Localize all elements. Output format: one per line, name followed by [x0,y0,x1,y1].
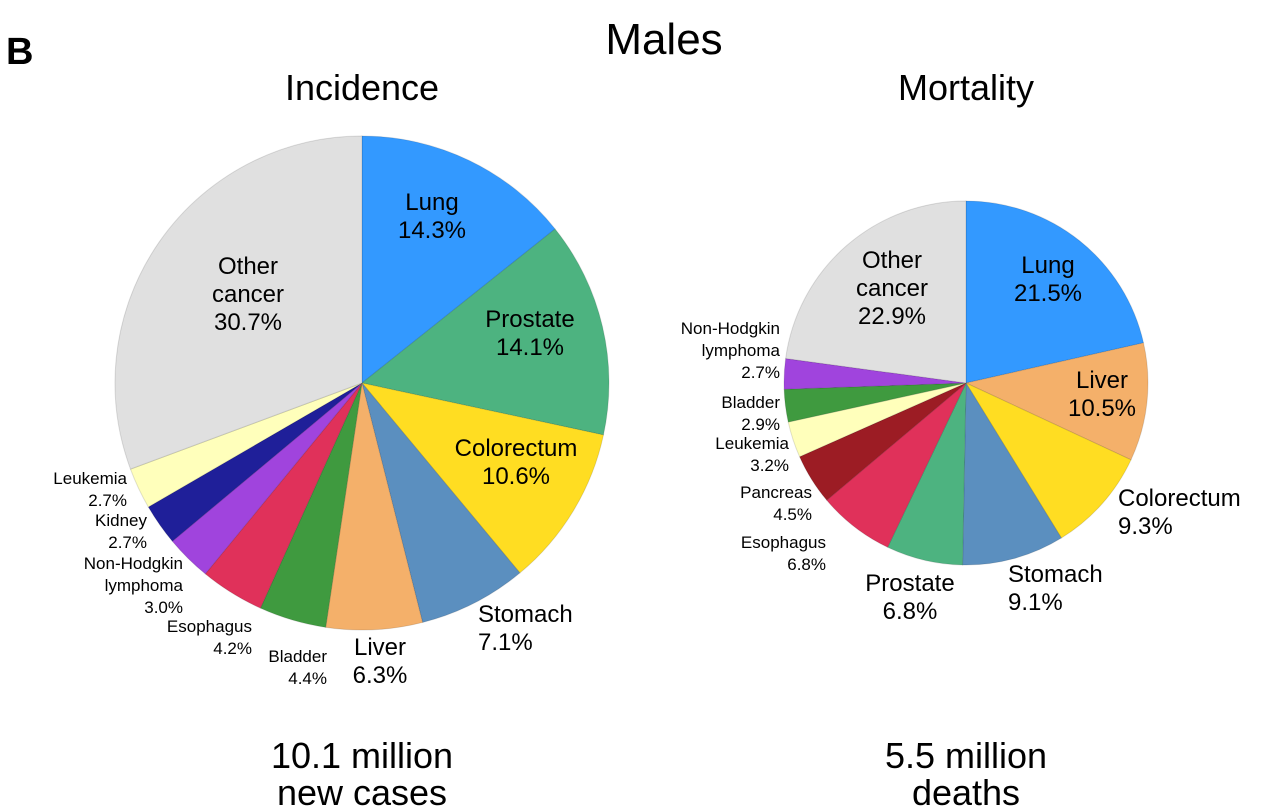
incidence-title: Incidence [285,67,439,108]
slice-label-stomach: Stomach 7.1% [478,601,573,656]
slice-leukemia [129,382,363,508]
slice-bladder [783,382,967,423]
panel-letter: B [6,31,33,73]
slice-stomach [361,382,521,624]
slice-label-bladder: Bladder 4.4% [268,647,327,688]
slice-bladder [259,382,363,628]
slice-esophagus [825,382,967,548]
slice-label-stomach: Stomach 9.1% [1008,561,1103,616]
incidence-labels: Lung 14.3% Prostate 14.1% Colorectum 10.6% Sto… [53,189,577,689]
incidence-caption-line-1: 10.1 million [271,735,453,776]
slice-label-leukemia: Leukemia 2.7% [53,469,127,510]
incidence-chart: Incidence Lung 14.3% Prostate 14.1% Colorect… [53,67,610,810]
slice-label-non-hodgkin-lymphoma: Non-Hodgkin lymphoma 2.7% [681,319,781,382]
mortality-caption-line-1: 5.5 million [885,735,1047,776]
mortality-caption-line-2: deaths [912,772,1020,810]
slice-kidney [147,382,363,542]
slice-leukemia [787,382,967,458]
mortality-chart: Mortality Lung 21.5% Liver 10.5% Colorectum 9… [681,67,1241,810]
slice-prostate [360,228,610,436]
slice-label-kidney: Kidney 2.7% [95,511,147,552]
slice-label-colorectum: Colorectum 10.6% [455,435,578,490]
slice-label-prostate: Prostate 6.8% [865,570,954,625]
slice-prostate [886,382,967,566]
slice-non-hodgkin-lymphoma [171,382,363,575]
slice-non-hodgkin-lymphoma [783,357,967,390]
mortality-slices [783,200,1149,566]
slice-liver [325,382,424,631]
slice-label-esophagus: Esophagus 6.8% [741,533,826,574]
mortality-title: Mortality [898,67,1034,108]
slice-other-cancer [785,200,967,384]
slice-label-liver: Liver 10.5% [1068,367,1136,422]
slice-colorectum [964,381,1132,539]
slice-stomach [962,381,1063,566]
slice-label-lung: Lung 14.3% [398,189,466,244]
slice-label-leukemia: Leukemia 3.2% [715,434,789,475]
slice-label-other-cancer: Other cancer 30.7% [212,253,284,336]
slice-lung [965,200,1145,384]
slice-label-pancreas: Pancreas 4.5% [740,483,812,524]
slice-label-lung: Lung 21.5% [1014,252,1082,307]
slice-liver [964,342,1149,461]
incidence-caption-line-2: new cases [277,772,447,810]
incidence-slices [114,135,610,631]
slice-esophagus [204,382,363,609]
slice-lung [361,135,556,385]
mortality-labels: Lung 21.5% Liver 10.5% Colorectum 9.3% Stomach… [681,247,1241,625]
slice-label-esophagus: Esophagus 4.2% [167,617,252,658]
slice-label-other-cancer: Other cancer 22.9% [856,247,928,330]
slice-label-bladder: Bladder 2.9% [721,393,780,434]
figure-title: Males [605,15,722,64]
slice-label-liver: Liver 6.3% [353,634,408,689]
slice-pancreas [798,382,967,501]
slice-label-prostate: Prostate 14.1% [485,306,574,361]
slice-label-colorectum: Colorectum 9.3% [1118,485,1241,540]
slice-label-non-hodgkin-lymphoma: Non-Hodgkin lymphoma 3.0% [84,554,184,617]
slice-other-cancer [114,135,363,470]
slice-colorectum [360,382,605,574]
